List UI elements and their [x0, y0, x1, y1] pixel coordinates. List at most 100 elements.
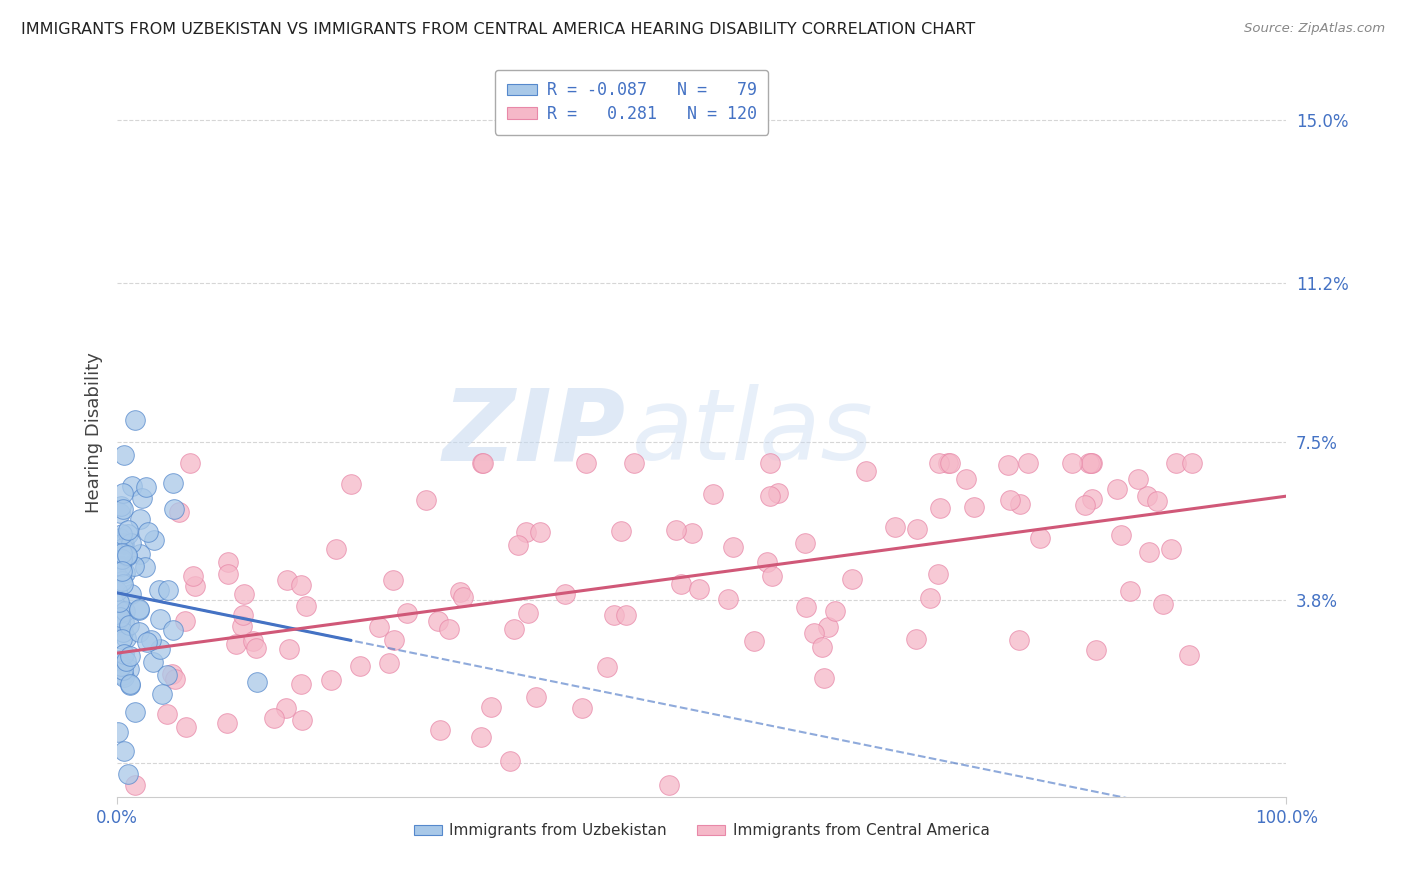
Point [115, 548, 138, 562]
Point [124, 778, 146, 792]
Point [794, 536, 817, 550]
Point [717, 592, 740, 607]
Point [111, 554, 134, 568]
Point [149, 612, 172, 626]
Point [112, 625, 135, 640]
Point [936, 456, 959, 470]
Point [246, 675, 269, 690]
Point [481, 700, 503, 714]
Point [114, 604, 136, 618]
Point [1181, 456, 1204, 470]
Point [291, 713, 314, 727]
Point [114, 566, 136, 581]
Point [149, 641, 172, 656]
Point [756, 555, 779, 569]
Point [817, 620, 839, 634]
Point [128, 512, 150, 526]
Point [111, 663, 134, 677]
Point [339, 477, 361, 491]
Point [112, 647, 135, 661]
Text: IMMIGRANTS FROM UZBEKISTAN VS IMMIGRANTS FROM CENTRAL AMERICA HEARING DISABILITY: IMMIGRANTS FROM UZBEKISTAN VS IMMIGRANTS… [21, 22, 976, 37]
Point [1164, 456, 1187, 470]
Point [290, 578, 312, 592]
Point [131, 491, 153, 506]
Point [349, 658, 371, 673]
Point [112, 486, 135, 500]
Point [610, 524, 633, 538]
Point [217, 715, 239, 730]
Point [614, 607, 637, 622]
Point [1008, 633, 1031, 648]
Point [111, 632, 134, 647]
Point [1080, 456, 1102, 470]
Point [997, 458, 1019, 472]
Point [136, 634, 159, 648]
Point [571, 700, 593, 714]
Point [110, 506, 132, 520]
Point [1085, 642, 1108, 657]
Point [118, 662, 141, 676]
Point [938, 456, 960, 470]
Point [658, 778, 681, 792]
Point [114, 654, 136, 668]
Point [928, 456, 950, 470]
Point [142, 655, 165, 669]
Point [108, 595, 131, 609]
Point [499, 754, 522, 768]
Point [117, 766, 139, 780]
Point [368, 620, 391, 634]
Point [841, 572, 863, 586]
Point [382, 632, 405, 647]
Point [110, 559, 132, 574]
Point [117, 527, 139, 541]
Point [111, 668, 134, 682]
Point [810, 640, 832, 655]
Point [156, 583, 179, 598]
Point [904, 632, 927, 647]
Point [529, 524, 551, 539]
Point [112, 615, 135, 629]
Point [112, 744, 135, 758]
Point [1177, 648, 1199, 662]
Point [325, 542, 347, 557]
Point [174, 614, 197, 628]
Point [107, 612, 129, 626]
Point [955, 473, 977, 487]
Point [117, 523, 139, 537]
Point [702, 487, 724, 501]
Point [112, 501, 135, 516]
Point [1060, 456, 1083, 470]
Point [143, 533, 166, 547]
Point [963, 500, 986, 515]
Point [225, 637, 247, 651]
Point [120, 536, 142, 550]
Point [794, 600, 817, 615]
Point [162, 475, 184, 490]
Point [998, 492, 1021, 507]
Point [134, 560, 156, 574]
Point [128, 602, 150, 616]
Point [290, 676, 312, 690]
Point [1119, 584, 1142, 599]
Point [184, 579, 207, 593]
Point [111, 546, 134, 560]
Point [761, 569, 783, 583]
Point [110, 499, 132, 513]
Point [278, 641, 301, 656]
Point [169, 505, 191, 519]
Point [274, 701, 297, 715]
Point [128, 547, 150, 561]
Point [110, 574, 132, 589]
Point [111, 576, 134, 591]
Point [217, 555, 239, 569]
Point [112, 536, 135, 550]
Point [162, 623, 184, 637]
Point [758, 456, 780, 470]
Point [118, 648, 141, 663]
Point [124, 705, 146, 719]
Point [111, 527, 134, 541]
Point [111, 536, 134, 550]
Legend: Immigrants from Uzbekistan, Immigrants from Central America: Immigrants from Uzbekistan, Immigrants f… [408, 817, 995, 845]
Point [139, 633, 162, 648]
Point [108, 603, 131, 617]
